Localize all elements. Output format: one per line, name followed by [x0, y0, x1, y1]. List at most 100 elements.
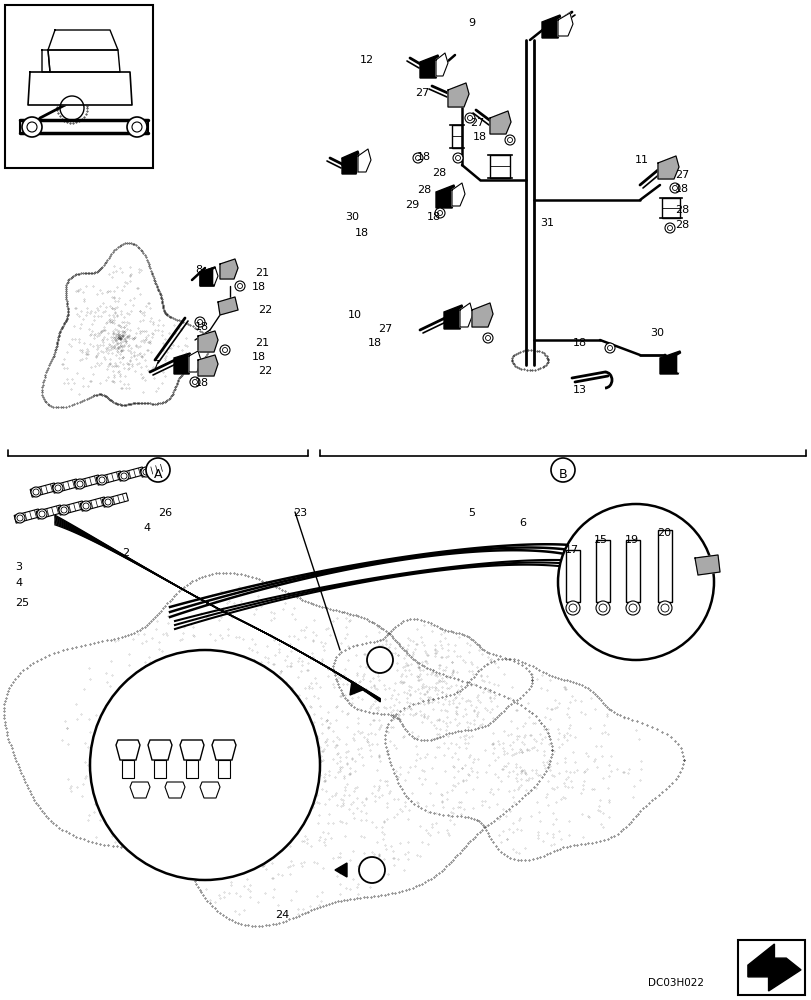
Circle shape [99, 477, 105, 483]
Text: 5: 5 [467, 508, 474, 518]
Circle shape [625, 601, 639, 615]
Circle shape [22, 117, 42, 137]
Circle shape [504, 135, 514, 145]
Polygon shape [48, 50, 120, 72]
Circle shape [415, 156, 420, 161]
Polygon shape [198, 355, 217, 376]
Circle shape [97, 475, 107, 485]
Polygon shape [116, 740, 139, 760]
Polygon shape [657, 156, 678, 179]
Circle shape [37, 509, 47, 519]
Polygon shape [145, 463, 166, 476]
Polygon shape [341, 151, 361, 174]
Bar [217, 760, 230, 778]
Circle shape [15, 513, 25, 523]
Text: 3: 3 [15, 562, 22, 572]
Text: 17: 17 [564, 545, 578, 555]
Bar [122, 760, 134, 778]
Text: 18: 18 [367, 338, 382, 348]
Circle shape [141, 467, 151, 477]
Polygon shape [96, 476, 103, 485]
Polygon shape [118, 472, 125, 481]
Text: 18: 18 [417, 152, 431, 162]
Circle shape [55, 485, 61, 491]
Polygon shape [198, 331, 217, 352]
Polygon shape [85, 497, 106, 510]
Polygon shape [220, 259, 238, 279]
Text: 9: 9 [467, 18, 474, 28]
Text: 27: 27 [378, 324, 392, 334]
Text: 26: 26 [158, 508, 172, 518]
Text: 11: 11 [634, 155, 648, 165]
Circle shape [39, 511, 45, 517]
Circle shape [220, 345, 230, 355]
Circle shape [607, 346, 611, 351]
Text: B: B [558, 468, 567, 481]
Circle shape [664, 223, 674, 233]
Text: 15: 15 [594, 535, 607, 545]
Circle shape [565, 601, 579, 615]
Polygon shape [350, 681, 363, 695]
Circle shape [455, 156, 460, 161]
Bar [565, 550, 579, 602]
Circle shape [453, 153, 462, 163]
Text: 13: 13 [573, 385, 586, 395]
Text: 7: 7 [152, 360, 159, 370]
Polygon shape [694, 555, 719, 575]
Text: 18: 18 [251, 352, 266, 362]
Circle shape [604, 343, 614, 353]
Polygon shape [57, 479, 78, 492]
Polygon shape [130, 782, 150, 798]
Polygon shape [747, 944, 800, 991]
Polygon shape [436, 53, 448, 76]
Polygon shape [30, 488, 37, 497]
Text: 27: 27 [414, 88, 429, 98]
Text: DC03H022: DC03H022 [647, 978, 703, 988]
Circle shape [237, 284, 242, 288]
Polygon shape [452, 183, 465, 206]
Polygon shape [63, 501, 84, 514]
Polygon shape [52, 484, 59, 493]
Circle shape [660, 604, 668, 612]
Circle shape [105, 499, 111, 505]
Circle shape [485, 336, 490, 340]
Circle shape [192, 379, 197, 384]
Circle shape [234, 281, 245, 291]
Text: 4: 4 [143, 523, 150, 533]
Polygon shape [80, 502, 87, 511]
Text: 27: 27 [674, 170, 689, 180]
Polygon shape [36, 510, 43, 519]
Polygon shape [102, 498, 109, 507]
Polygon shape [217, 297, 238, 315]
Circle shape [507, 138, 512, 143]
Text: 18: 18 [674, 184, 689, 194]
Bar [737, 940, 804, 995]
Text: 22: 22 [258, 366, 272, 376]
Text: 24: 24 [275, 910, 289, 920]
Circle shape [669, 183, 679, 193]
Text: 4: 4 [15, 578, 22, 588]
Polygon shape [214, 265, 225, 284]
Circle shape [413, 153, 423, 163]
Circle shape [222, 348, 227, 353]
Circle shape [465, 113, 474, 123]
Polygon shape [35, 483, 56, 496]
Circle shape [61, 507, 67, 513]
Circle shape [103, 497, 113, 507]
Text: 19: 19 [624, 535, 638, 545]
Circle shape [595, 601, 609, 615]
Text: 31: 31 [539, 218, 553, 228]
Circle shape [467, 116, 472, 121]
Circle shape [146, 458, 169, 482]
Polygon shape [444, 305, 465, 329]
Circle shape [143, 469, 148, 475]
Text: 28: 28 [417, 185, 431, 195]
Circle shape [81, 501, 91, 511]
Polygon shape [122, 467, 144, 480]
Polygon shape [557, 13, 573, 36]
Polygon shape [489, 111, 510, 134]
Circle shape [437, 211, 442, 216]
Text: 30: 30 [649, 328, 663, 338]
Text: 6: 6 [518, 518, 526, 528]
Bar [657, 530, 672, 602]
